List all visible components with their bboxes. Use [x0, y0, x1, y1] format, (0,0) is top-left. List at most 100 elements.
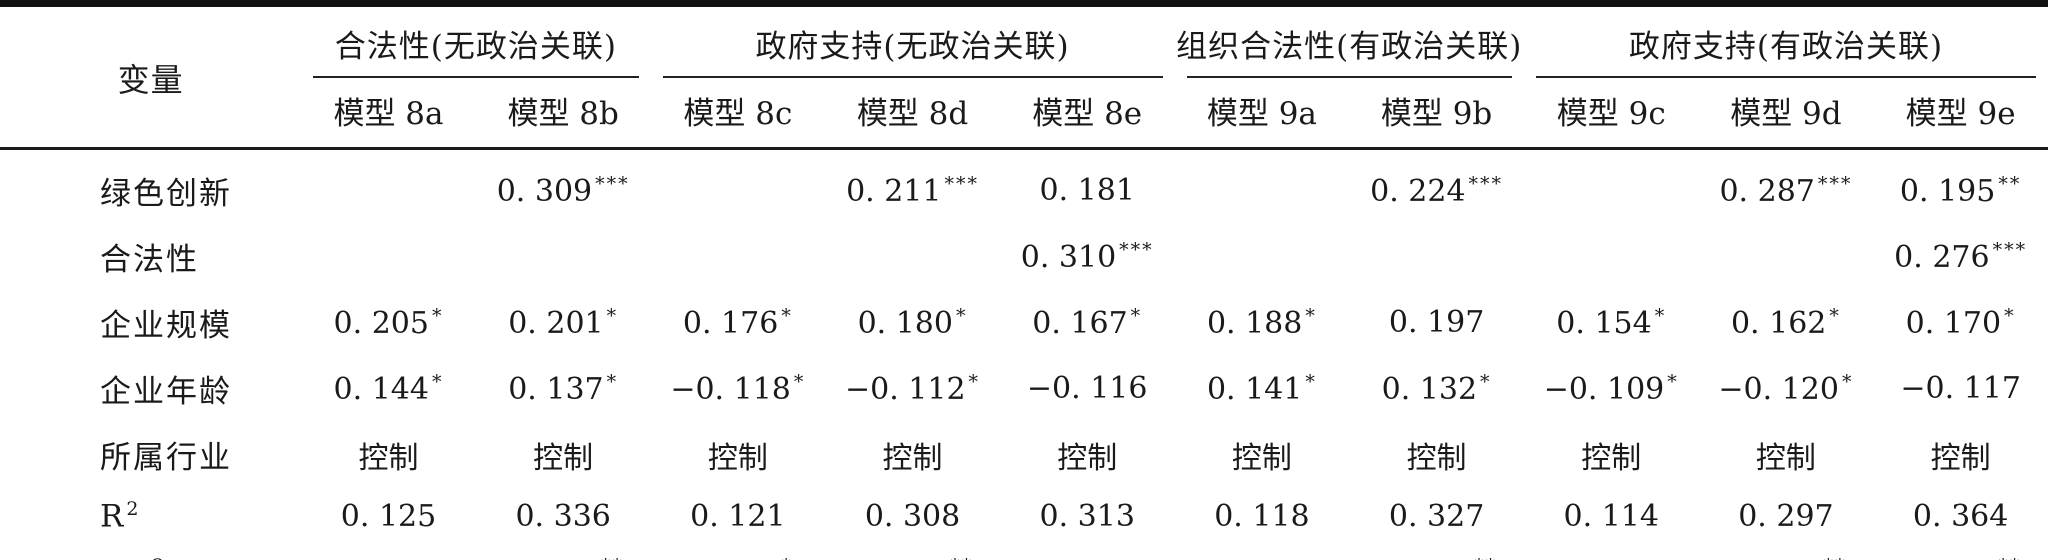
cell-value: −0. 109 — [1543, 371, 1665, 407]
table-cell — [301, 544, 476, 560]
significance-stars: *** — [1468, 172, 1504, 195]
table-cell: 0. 141 * — [1175, 355, 1350, 421]
cell-value: 0. 364 — [1912, 498, 2009, 534]
table-cell: −0. 112 * — [825, 355, 1000, 421]
row-label-superscript: 2 — [152, 555, 166, 560]
significance-stars: ** — [601, 555, 624, 560]
cell-value: 0. 125 — [340, 498, 437, 534]
table-cell: 控制 — [1524, 421, 1699, 487]
table-cell: 0. 336 — [476, 487, 651, 544]
cell-value: 0. 195 — [1899, 173, 1996, 209]
cell-value: 0. 211 — [502, 556, 597, 560]
significance-stars: * — [1305, 370, 1317, 393]
significance-stars: * — [1841, 370, 1854, 393]
table-body: 绿色创新 0. 309 *** 0. 211 *** 0. 181 0. 224 *** 0. … — [0, 149, 2048, 560]
table-cell: 0. 364 — [1873, 487, 2048, 544]
table-cell: 0. 309 *** — [476, 149, 651, 224]
significance-stars: *** — [595, 172, 630, 195]
table-cell — [1524, 223, 1699, 289]
group-header-1: 合法性(无政治关联) — [301, 4, 650, 79]
table-row-4: 企业年龄 0. 144 * 0. 137 * −0. 118 * −0. 112 * −0. 11… — [0, 355, 2048, 421]
row-label-text: 合法性 — [100, 242, 199, 278]
table-cell: 0. 205 * — [301, 289, 476, 355]
significance-stars: * — [431, 370, 444, 393]
cell-value: 0. 205 — [333, 305, 429, 341]
significance-stars: * — [606, 304, 619, 327]
table-cell: 控制 — [301, 421, 476, 487]
cell-value: 0. 144 — [333, 371, 429, 407]
table-cell: −0. 118 * — [651, 355, 826, 421]
table-cell: 0. 188 * — [1175, 289, 1350, 355]
table-cell: −0. 120 * — [1699, 355, 1874, 421]
cell-value: 控制 — [1057, 440, 1118, 476]
table-cell — [1699, 223, 1874, 289]
cell-value: 0. 180 — [857, 305, 953, 341]
cell-value: 0. 170 — [1905, 305, 2002, 341]
cell-value: 0. 327 — [1388, 498, 1485, 534]
table-cell: 0. 327 — [1349, 487, 1524, 544]
significance-stars: * — [968, 370, 981, 393]
significance-stars: * — [2004, 304, 2016, 327]
table-cell: 0. 195 ** — [1873, 149, 2048, 224]
model-header-2: 模型 8b — [475, 78, 651, 150]
row-label-text: △R — [100, 556, 151, 560]
cell-value: 控制 — [358, 440, 419, 476]
table-cell: 0. 167 * — [1000, 289, 1175, 355]
row-label-text: 企业年龄 — [100, 374, 232, 410]
table-cell — [476, 223, 651, 289]
table-cell — [825, 223, 1000, 289]
table-cell: 0. 176 * — [651, 289, 826, 355]
significance-stars: ** — [950, 555, 973, 560]
table-cell: 控制 — [1000, 421, 1175, 487]
table-header: 变量 合法性(无政治关联) 政府支持(无政治关联) 组织合法性(有政治关联) 政府支持… — [0, 3, 2048, 150]
cell-value: 0. 309 — [496, 173, 593, 209]
cell-value: 0. 154 — [1556, 305, 1652, 341]
significance-stars: * — [1829, 304, 1841, 327]
table-cell: 0. 276 *** — [1873, 223, 2048, 289]
cell-value: −0. 118 — [670, 371, 791, 407]
significance-stars: * — [1667, 370, 1679, 393]
cell-value: −0. 116 — [1026, 371, 1148, 406]
table-cell — [1175, 149, 1350, 224]
group-header-4: 政府支持(有政治关联) — [1524, 4, 2048, 79]
table-cell: 0. 154 * — [1524, 289, 1699, 355]
table-cell: 0. 121 — [651, 487, 826, 544]
header-row-groups: 变量 合法性(无政治关联) 政府支持(无政治关联) 组织合法性(有政治关联) 政府支持… — [0, 3, 2048, 150]
table-cell: 0. 197 — [1349, 289, 1524, 355]
table-cell: 控制 — [1873, 421, 2048, 487]
table-cell: 0. 132 * — [1349, 355, 1524, 421]
table-cell: 控制 — [476, 421, 651, 487]
model-header-3: 模型 8c — [650, 78, 826, 150]
variable-column-header: 变量 — [0, 3, 302, 150]
table-cell — [1524, 544, 1699, 560]
model-header-5: 模型 8e — [999, 78, 1175, 150]
group-header-3: 组织合法性(有政治关联) — [1175, 4, 1524, 79]
table-cell — [1349, 223, 1524, 289]
table-row-5: 所属行业 控制 控制 控制 控制 控制 控制 控制 控制 控制 控制 — [0, 421, 2048, 487]
significance-stars: *** — [1817, 172, 1853, 195]
significance-stars: * — [606, 370, 619, 393]
table-cell: 0. 211 *** — [825, 149, 1000, 224]
significance-stars: * — [1130, 304, 1143, 327]
cell-value: 0. 276 — [1894, 239, 1990, 275]
row-label: 企业规模 — [0, 289, 301, 355]
row-label: 企业年龄 — [0, 355, 301, 421]
cell-value: 0. 118 — [1214, 498, 1310, 534]
table-cell — [1175, 223, 1350, 289]
significance-stars: * — [781, 555, 793, 560]
table-cell: 控制 — [1699, 421, 1874, 487]
cell-value: 0. 176 — [682, 305, 779, 341]
cell-value: 0. 209 — [1376, 556, 1471, 560]
row-label-text: 绿色创新 — [100, 176, 232, 212]
table-cell — [651, 223, 826, 289]
significance-stars: ** — [1474, 555, 1497, 560]
row-label: 所属行业 — [0, 421, 301, 487]
table-cell — [651, 149, 826, 224]
table-row-6: R2 0. 125 0. 336 0. 121 0. 308 0. 313 0. 118 0.… — [0, 487, 2048, 544]
cell-value: 0. 141 — [1206, 371, 1303, 407]
cell-value: 控制 — [1581, 440, 1642, 476]
significance-stars: * — [781, 304, 793, 327]
significance-stars: * — [793, 370, 806, 393]
